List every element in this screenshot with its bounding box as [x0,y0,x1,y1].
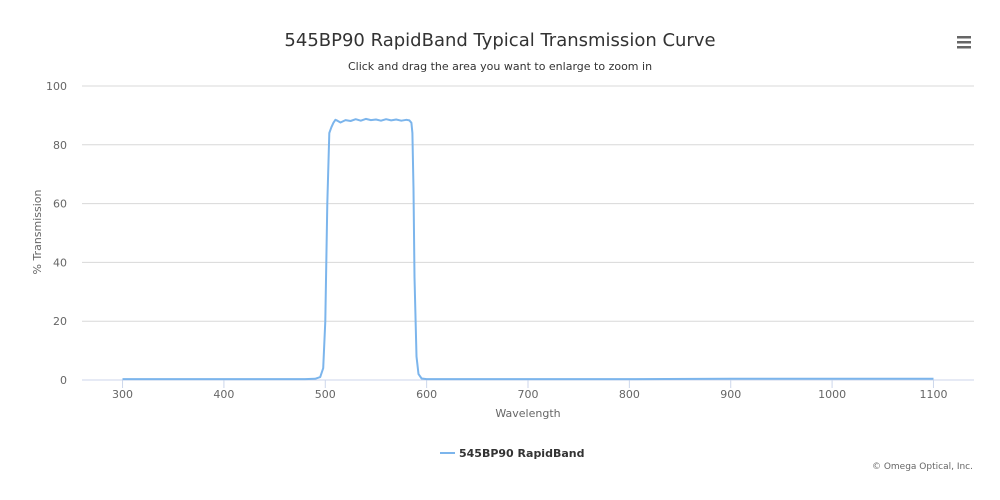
y-tick-label: 60 [53,198,67,211]
x-tick-label: 1100 [919,388,947,401]
x-tick-label: 300 [112,388,133,401]
y-tick-label: 20 [53,315,67,328]
legend-item[interactable]: 545BP90 RapidBand [440,447,584,460]
x-tick-label: 500 [315,388,336,401]
y-tick-label: 100 [46,80,67,93]
credits[interactable]: © Omega Optical, Inc. [872,462,973,472]
grid-lines [82,85,974,381]
x-tick-label: 1000 [818,388,846,401]
x-tick-label: 400 [213,388,234,401]
x-tick-label: 600 [416,388,437,401]
chart-subtitle: Click and drag the area you want to enla… [348,60,652,73]
y-tick-label: 0 [60,374,67,387]
y-axis-title: % Transmission [31,189,44,274]
series-line[interactable] [122,117,934,381]
x-axis-ticks: 300 400 500 600 700 800 900 1000 1100 [112,380,947,401]
legend-label[interactable]: 545BP90 RapidBand [459,447,584,460]
y-tick-label: 40 [53,256,67,269]
x-axis-title: Wavelength [495,407,560,420]
x-tick-label: 900 [720,388,741,401]
x-tick-label: 700 [518,388,539,401]
series-layer[interactable] [122,117,934,381]
y-axis-ticks: 0 20 40 60 80 100 [46,80,67,387]
hamburger-menu-icon[interactable] [950,30,978,54]
y-tick-label: 80 [53,139,67,152]
chart-title: 545BP90 RapidBand Typical Transmission C… [284,30,715,51]
x-tick-label: 800 [619,388,640,401]
